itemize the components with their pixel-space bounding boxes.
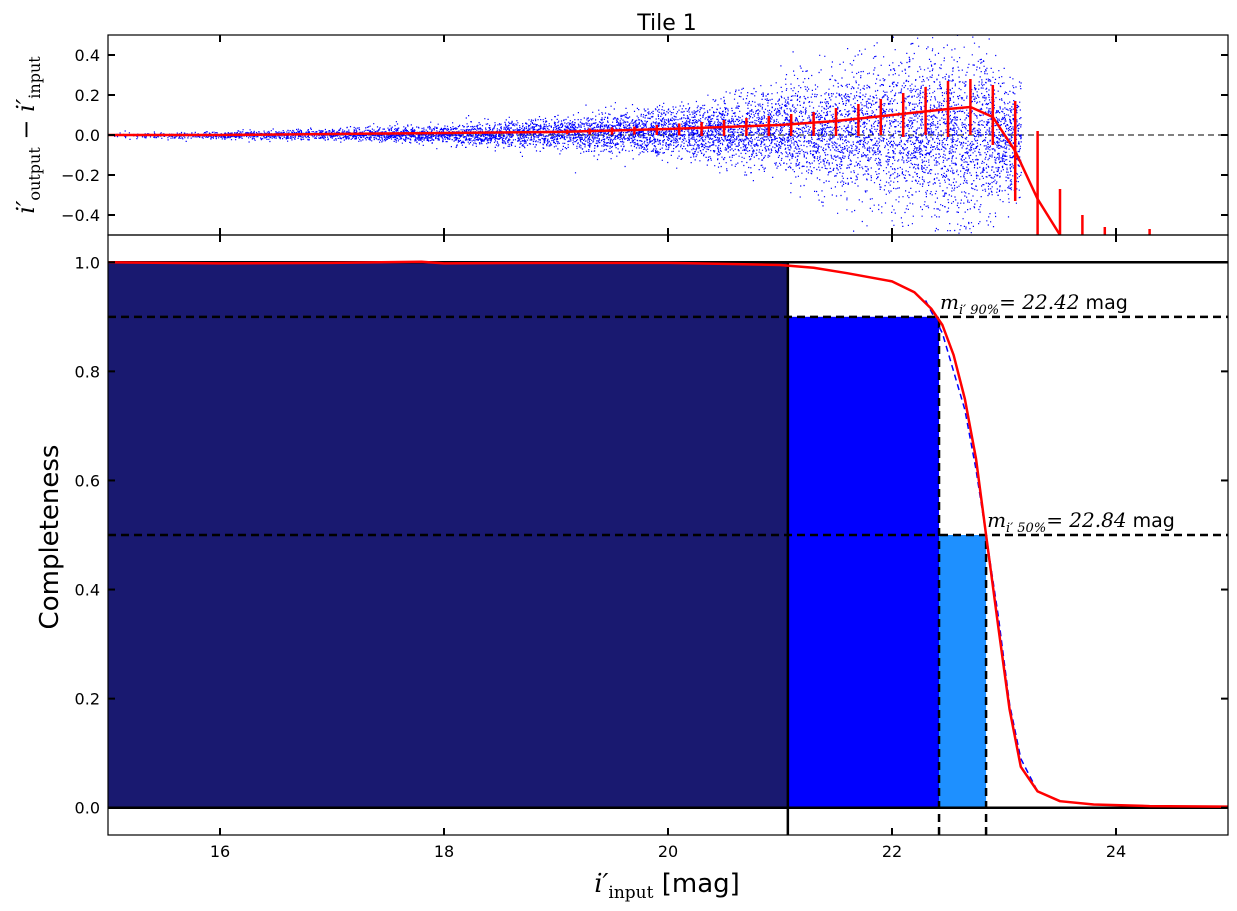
completeness-axes: 1.0 0.8 0.6 0.4 0.2 0.0 16 18 20 22 24 [75,234,1229,861]
completeness-xtick-label: 18 [434,842,454,861]
completeness-ytick-label: 0.2 [75,690,100,709]
scatter-points [114,35,1022,235]
annotation-m50: mi′ 50%= 22.84 mag [987,508,1175,536]
residual-ytick-label: −0.4 [61,206,100,225]
annotation-unit: mag [1127,510,1175,532]
completeness-x-axis-label: i′input [mag] [594,869,740,903]
residual-axes: 0.4 0.2 0.0 −0.2 −0.4 [61,34,1229,236]
annotation-symbol: m [987,508,1006,532]
completeness-xtick-label: 22 [882,842,902,861]
residual-plot-area [108,35,1228,235]
annotation-value: = 22.84 [1046,508,1126,532]
completeness-clipped [108,260,1228,835]
completeness-ytick-label: 0.4 [75,581,100,600]
completeness-ytick-label: 0.6 [75,471,100,490]
annotation-unit: mag [1080,292,1128,314]
annotation-m90: mi′ 90%= 22.42 mag [940,290,1128,318]
completeness-xtick-label: 16 [210,842,230,861]
completeness-region [787,316,940,808]
completeness-ytick-label: 0.8 [75,362,100,381]
annotation-subscript: i′ 50% [1006,521,1046,536]
completeness-ytick-label: 0.0 [75,799,100,818]
residual-y-axis-label: i′output − i′input [12,56,44,214]
residual-ylabel-minus: − [12,112,40,147]
annotation-value: = 22.42 [999,290,1079,314]
residual-ytick-label: 0.4 [75,46,100,65]
residual-panel: Tile 1 0.40.20.0−0.2−0.4 i′output − i′in… [12,11,1229,236]
panel-title: Tile 1 [636,11,697,36]
residual-ylabel-base: i′ [12,200,40,214]
scatter-dots [114,35,1022,235]
completeness-ytick-label: 1.0 [75,253,100,272]
residual-ylabel-sub2: input [25,56,44,99]
residual-ylabel-sub1: output [25,147,44,201]
completeness-xtick-label: 24 [1106,842,1126,861]
completeness-curve [108,260,1228,808]
residual-ytick-label: 0.0 [75,126,100,145]
completeness-region [939,535,987,808]
residual-ytick-label: 0.2 [75,86,100,105]
residual-ylabel-base2: i′ [12,98,40,112]
annotation-subscript: i′ 90% [959,303,999,318]
xlabel-unit: [mag] [653,869,739,899]
xlabel-sub: input [608,883,653,903]
residual-clipped [108,35,1228,235]
median-line [108,105,1062,235]
completeness-xtick-label: 20 [658,842,678,861]
annotation-symbol: m [940,290,959,314]
xlabel-base: i′ [594,869,608,899]
residual-ytick-label: −0.2 [61,166,100,185]
completeness-y-axis-label: Completeness [35,445,65,630]
